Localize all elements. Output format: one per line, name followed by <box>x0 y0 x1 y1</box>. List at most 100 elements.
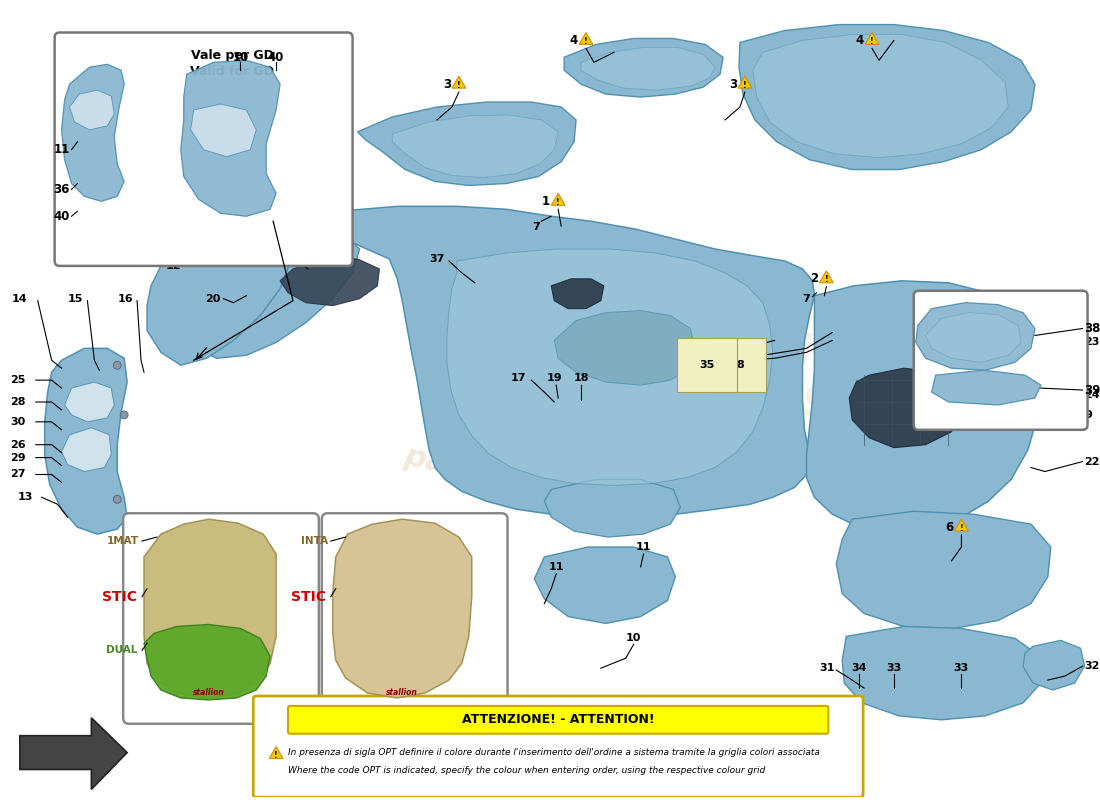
Polygon shape <box>332 519 472 698</box>
Text: Vale per GD: Vale per GD <box>191 49 274 62</box>
Text: 16: 16 <box>118 294 133 304</box>
Polygon shape <box>452 76 465 88</box>
Text: !: ! <box>458 81 461 90</box>
Text: passed for pr: passed for pr <box>402 442 631 518</box>
Text: STIC: STIC <box>102 590 138 604</box>
Polygon shape <box>293 206 814 517</box>
Polygon shape <box>535 547 675 623</box>
Text: !: ! <box>959 523 964 533</box>
FancyBboxPatch shape <box>914 290 1088 430</box>
Text: 35: 35 <box>700 360 715 370</box>
Polygon shape <box>551 279 604 309</box>
Text: 3: 3 <box>443 78 451 90</box>
Polygon shape <box>358 102 576 186</box>
Text: 32: 32 <box>1085 661 1100 671</box>
Text: !: ! <box>274 751 278 760</box>
Text: !: ! <box>557 198 560 207</box>
Polygon shape <box>820 271 834 283</box>
Polygon shape <box>738 76 751 88</box>
Text: 4: 4 <box>570 34 579 47</box>
Text: DUAL: DUAL <box>106 646 138 655</box>
Polygon shape <box>69 90 114 130</box>
Polygon shape <box>1023 640 1085 690</box>
Text: 19: 19 <box>547 373 562 383</box>
FancyBboxPatch shape <box>322 514 507 724</box>
Text: INTA: INTA <box>300 536 328 546</box>
Text: 30: 30 <box>10 417 25 427</box>
Text: 36: 36 <box>53 183 69 196</box>
Text: 36: 36 <box>54 185 69 194</box>
Polygon shape <box>144 519 276 698</box>
Polygon shape <box>62 64 124 202</box>
Circle shape <box>113 495 121 503</box>
Text: 8: 8 <box>736 360 744 370</box>
Text: 26: 26 <box>10 440 25 450</box>
Polygon shape <box>926 313 1021 362</box>
Text: 6: 6 <box>945 521 954 534</box>
Text: STIC: STIC <box>290 590 326 604</box>
Text: 25: 25 <box>10 375 25 385</box>
Text: !: ! <box>584 37 587 46</box>
Text: 27: 27 <box>10 470 25 479</box>
Text: 7: 7 <box>532 222 540 232</box>
Polygon shape <box>932 370 1041 405</box>
Polygon shape <box>180 60 280 216</box>
FancyBboxPatch shape <box>253 696 864 798</box>
Text: 4: 4 <box>856 34 865 47</box>
Polygon shape <box>836 511 1050 629</box>
FancyBboxPatch shape <box>55 33 353 266</box>
Text: 9: 9 <box>1085 410 1092 420</box>
Text: stallion: stallion <box>192 689 224 698</box>
Polygon shape <box>752 34 1008 158</box>
Text: 10: 10 <box>626 634 641 643</box>
Polygon shape <box>554 310 695 385</box>
Text: !: ! <box>825 275 828 284</box>
Text: In presenza di sigla OPT definire il colore durante l'inserimento dell'ordine a : In presenza di sigla OPT definire il col… <box>288 748 820 757</box>
Text: 33: 33 <box>887 663 902 673</box>
Text: stallion: stallion <box>386 689 418 698</box>
Polygon shape <box>393 115 558 178</box>
Polygon shape <box>544 479 681 537</box>
FancyBboxPatch shape <box>123 514 319 724</box>
Text: 23: 23 <box>1085 338 1100 347</box>
Text: ATTENZIONE! - ATTENTION!: ATTENZIONE! - ATTENTION! <box>462 714 654 726</box>
Polygon shape <box>447 249 772 486</box>
Text: 17: 17 <box>510 373 527 383</box>
Text: 1: 1 <box>542 195 550 208</box>
Text: 38: 38 <box>1085 322 1100 335</box>
Polygon shape <box>62 428 111 471</box>
Polygon shape <box>551 194 565 206</box>
Polygon shape <box>843 626 1043 720</box>
Polygon shape <box>806 281 1041 531</box>
Text: 34: 34 <box>851 663 867 673</box>
Text: !: ! <box>744 81 747 90</box>
Polygon shape <box>147 243 290 366</box>
FancyBboxPatch shape <box>288 706 828 734</box>
Text: 40: 40 <box>268 51 284 64</box>
Text: 14: 14 <box>12 294 28 304</box>
Polygon shape <box>190 104 256 157</box>
Text: 15: 15 <box>67 294 82 304</box>
Polygon shape <box>581 47 715 90</box>
Text: 21: 21 <box>330 224 345 234</box>
Text: 24: 24 <box>1085 390 1100 400</box>
Text: 40: 40 <box>53 210 69 222</box>
Polygon shape <box>280 259 380 306</box>
Polygon shape <box>45 348 128 534</box>
Text: 3: 3 <box>729 78 737 90</box>
Polygon shape <box>865 33 879 45</box>
Text: Valid for GD: Valid for GD <box>190 65 274 78</box>
Polygon shape <box>270 746 283 758</box>
Text: !: ! <box>290 235 294 245</box>
Polygon shape <box>915 302 1035 370</box>
Text: 18: 18 <box>573 373 588 383</box>
Polygon shape <box>180 229 360 358</box>
Circle shape <box>120 411 128 419</box>
Text: 39: 39 <box>1085 383 1100 397</box>
Text: 29: 29 <box>10 453 25 462</box>
Text: 11: 11 <box>636 542 651 552</box>
Polygon shape <box>579 33 593 45</box>
Text: 10: 10 <box>232 51 249 64</box>
Text: HelDed
e 1985: HelDed e 1985 <box>722 318 908 442</box>
Text: 37: 37 <box>430 254 446 264</box>
